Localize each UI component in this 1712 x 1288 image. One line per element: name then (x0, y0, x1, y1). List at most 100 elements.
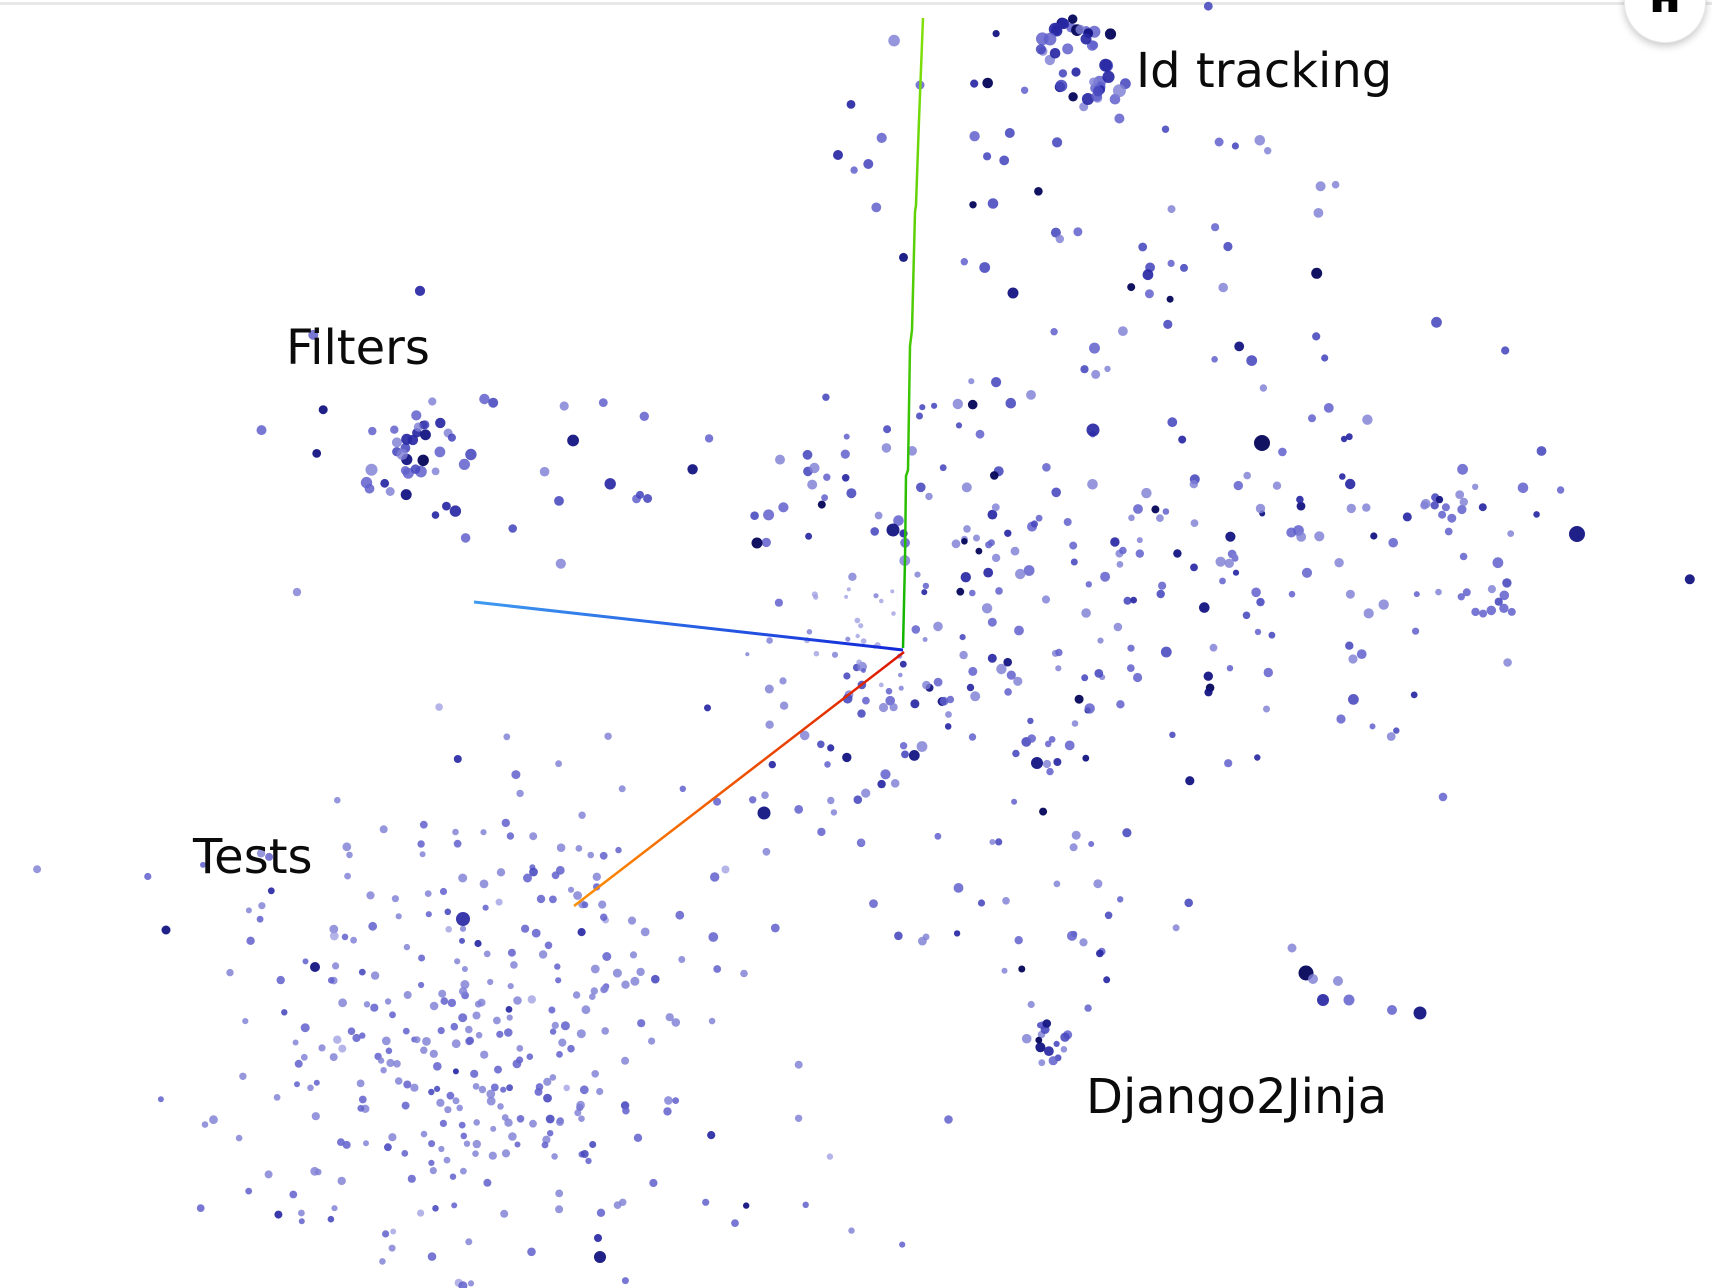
scatter-point[interactable] (1035, 44, 1046, 55)
scatter-point[interactable] (870, 527, 879, 536)
scatter-point[interactable] (410, 1083, 419, 1092)
scatter-point[interactable] (580, 1150, 589, 1158)
scatter-point[interactable] (480, 829, 487, 836)
scatter-point[interactable] (854, 617, 861, 624)
scatter-point[interactable] (1251, 587, 1261, 598)
scatter-point[interactable] (749, 796, 757, 804)
scatter-point[interactable] (429, 1167, 437, 1175)
scatter-point[interactable] (678, 956, 686, 963)
scatter-point[interactable] (961, 538, 968, 545)
scatter-point[interactable] (861, 788, 871, 798)
scatter-point[interactable] (1308, 414, 1316, 423)
scatter-point[interactable] (420, 429, 431, 441)
scatter-point[interactable] (450, 1022, 459, 1031)
scatter-point[interactable] (813, 594, 819, 600)
scatter-point[interactable] (1015, 568, 1026, 580)
scatter-point[interactable] (1060, 1046, 1068, 1053)
scatter-point[interactable] (1160, 646, 1172, 658)
scatter-point[interactable] (1114, 113, 1125, 124)
scatter-point[interactable] (1296, 501, 1306, 511)
scatter-point[interactable] (1507, 530, 1515, 537)
scatter-point[interactable] (841, 474, 850, 482)
scatter-point[interactable] (1041, 595, 1051, 604)
scatter-point[interactable] (1097, 637, 1104, 644)
scatter-point[interactable] (500, 1086, 507, 1093)
scatter-point[interactable] (1136, 537, 1143, 544)
scatter-point[interactable] (955, 422, 963, 429)
scatter-point[interactable] (479, 393, 490, 405)
scatter-point[interactable] (338, 1044, 347, 1053)
scatter-point[interactable] (508, 524, 517, 533)
scatter-point[interactable] (357, 1104, 365, 1112)
scatter-point[interactable] (907, 446, 917, 456)
scatter-point[interactable] (751, 537, 763, 549)
scatter-point[interactable] (1312, 332, 1321, 341)
scatter-point[interactable] (1080, 33, 1092, 45)
scatter-point[interactable] (1086, 423, 1100, 437)
scatter-point[interactable] (337, 1138, 345, 1146)
scatter-point[interactable] (414, 285, 426, 296)
scatter-point[interactable] (431, 467, 440, 476)
scatter-point[interactable] (298, 1209, 305, 1217)
scatter-point[interactable] (1254, 754, 1261, 761)
scatter-point[interactable] (1459, 552, 1468, 561)
scatter-point[interactable] (1093, 86, 1104, 97)
scatter-point[interactable] (447, 433, 456, 442)
scatter-point[interactable] (535, 1083, 544, 1091)
scatter-point[interactable] (590, 987, 598, 995)
scatter-point[interactable] (858, 839, 865, 846)
scatter-point[interactable] (496, 1030, 504, 1038)
scatter-point[interactable] (201, 1121, 209, 1128)
scatter-point[interactable] (363, 1140, 369, 1147)
scatter-point[interactable] (1421, 498, 1431, 509)
scatter-point[interactable] (1507, 607, 1516, 616)
scatter-point[interactable] (945, 711, 952, 718)
scatter-point[interactable] (600, 913, 608, 921)
scatter-point[interactable] (483, 1178, 492, 1187)
scatter-point[interactable] (558, 1038, 567, 1047)
scatter-point[interactable] (419, 851, 426, 858)
scatter-point[interactable] (995, 587, 1003, 595)
scatter-point[interactable] (494, 1065, 502, 1074)
scatter-point[interactable] (1053, 758, 1062, 766)
scatter-point[interactable] (1263, 705, 1270, 713)
scatter-point[interactable] (368, 426, 377, 436)
scatter-point[interactable] (513, 996, 522, 1005)
scatter-point[interactable] (452, 828, 459, 836)
scatter-point[interactable] (860, 638, 867, 644)
scatter-point[interactable] (1308, 974, 1318, 984)
scatter-point[interactable] (1184, 898, 1193, 908)
scatter-point[interactable] (1042, 463, 1051, 472)
scatter-point[interactable] (1050, 328, 1058, 336)
scatter-point[interactable] (308, 329, 319, 340)
scatter-point[interactable] (478, 1085, 487, 1094)
scatter-point[interactable] (1069, 541, 1078, 550)
scatter-point[interactable] (1064, 740, 1075, 751)
scatter-point[interactable] (1034, 187, 1043, 196)
scatter-point[interactable] (1123, 596, 1132, 605)
scatter-point[interactable] (531, 928, 541, 938)
scatter-point[interactable] (289, 1190, 298, 1199)
scatter-point[interactable] (1166, 295, 1174, 303)
scatter-point[interactable] (390, 425, 399, 434)
scatter-point[interactable] (833, 150, 843, 160)
scatter-point[interactable] (1402, 512, 1412, 522)
scatter-point[interactable] (567, 886, 575, 893)
scatter-point[interactable] (633, 1133, 643, 1143)
scatter-point[interactable] (1345, 641, 1354, 650)
scatter-point[interactable] (627, 916, 637, 925)
scatter-point[interactable] (578, 811, 586, 819)
scatter-point[interactable] (560, 1021, 570, 1031)
scatter-point[interactable] (934, 832, 942, 840)
scatter-point[interactable] (992, 29, 1000, 38)
scatter-point[interactable] (1190, 519, 1199, 527)
scatter-point[interactable] (1471, 607, 1480, 617)
scatter-point[interactable] (556, 1118, 564, 1126)
scatter-point[interactable] (779, 701, 789, 710)
scatter-point[interactable] (1081, 93, 1094, 105)
scatter-point[interactable] (939, 464, 947, 472)
scatter-point[interactable] (403, 991, 412, 999)
scatter-point[interactable] (460, 1132, 468, 1140)
scatter-point[interactable] (615, 846, 622, 854)
